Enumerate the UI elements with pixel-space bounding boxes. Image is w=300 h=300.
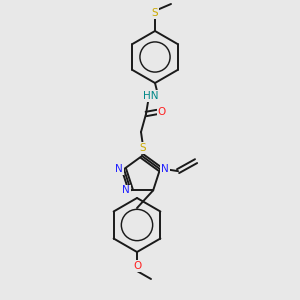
Text: S: S [152, 8, 158, 18]
Text: N: N [161, 164, 169, 174]
Text: N: N [115, 164, 123, 174]
Text: HN: HN [143, 91, 159, 101]
Text: O: O [133, 261, 141, 271]
Text: S: S [140, 143, 146, 153]
Text: N: N [122, 185, 130, 195]
Text: O: O [158, 107, 166, 117]
